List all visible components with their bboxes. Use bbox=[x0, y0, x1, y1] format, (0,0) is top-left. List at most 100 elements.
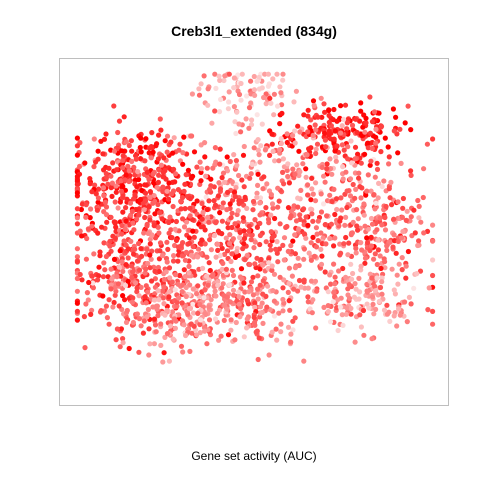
data-point bbox=[353, 116, 359, 122]
data-point bbox=[367, 130, 373, 136]
data-point bbox=[327, 272, 333, 278]
data-point bbox=[198, 166, 205, 172]
data-point bbox=[129, 275, 135, 281]
data-point bbox=[219, 205, 225, 211]
data-point bbox=[358, 108, 364, 114]
data-point bbox=[313, 180, 319, 186]
data-point bbox=[357, 289, 363, 295]
data-point bbox=[248, 122, 255, 128]
data-point bbox=[280, 77, 286, 83]
data-point bbox=[324, 161, 330, 167]
data-point bbox=[345, 252, 351, 258]
data-point bbox=[79, 201, 85, 207]
data-point bbox=[255, 171, 261, 177]
data-point bbox=[103, 171, 109, 177]
data-point bbox=[176, 295, 182, 301]
data-point bbox=[268, 100, 274, 106]
data-point bbox=[221, 293, 227, 299]
data-point bbox=[315, 114, 321, 120]
data-point bbox=[236, 289, 242, 295]
data-point bbox=[366, 305, 372, 311]
data-point bbox=[212, 71, 218, 77]
data-point bbox=[339, 207, 345, 213]
data-point bbox=[160, 295, 166, 301]
data-point bbox=[253, 329, 259, 335]
data-point bbox=[201, 295, 207, 301]
data-point bbox=[138, 135, 144, 141]
data-point bbox=[118, 188, 125, 194]
data-point bbox=[372, 288, 379, 294]
data-point bbox=[315, 218, 321, 224]
data-point bbox=[355, 227, 361, 233]
data-point bbox=[154, 141, 160, 147]
data-point bbox=[352, 281, 358, 287]
data-point bbox=[369, 336, 375, 342]
data-point bbox=[285, 205, 292, 211]
data-point bbox=[265, 71, 271, 77]
data-point bbox=[309, 211, 315, 217]
data-point bbox=[353, 186, 359, 192]
data-point bbox=[322, 179, 328, 185]
data-point bbox=[123, 218, 129, 224]
data-point bbox=[268, 229, 274, 235]
data-point bbox=[391, 216, 397, 222]
data-point bbox=[195, 283, 201, 289]
data-point bbox=[257, 232, 263, 239]
data-point bbox=[171, 316, 177, 322]
data-point bbox=[365, 172, 371, 178]
data-point bbox=[252, 217, 258, 223]
data-point bbox=[148, 155, 154, 161]
data-point bbox=[418, 219, 424, 225]
data-point bbox=[333, 158, 339, 164]
data-point bbox=[207, 237, 213, 243]
data-point bbox=[187, 205, 193, 211]
data-point bbox=[217, 252, 223, 259]
data-point bbox=[324, 213, 330, 219]
data-point bbox=[269, 263, 275, 269]
data-point bbox=[188, 133, 194, 139]
data-point bbox=[236, 172, 242, 179]
data-point bbox=[256, 152, 262, 158]
data-point bbox=[227, 282, 233, 288]
data-point bbox=[369, 119, 376, 125]
data-point bbox=[290, 166, 296, 172]
data-point bbox=[332, 235, 338, 241]
data-point bbox=[199, 237, 205, 243]
data-point bbox=[235, 208, 241, 214]
data-point bbox=[88, 311, 94, 317]
data-point bbox=[77, 228, 83, 234]
data-point bbox=[361, 332, 367, 338]
data-point bbox=[166, 219, 172, 225]
data-point bbox=[95, 195, 101, 201]
data-point bbox=[227, 158, 233, 165]
data-point bbox=[408, 172, 414, 178]
data-point bbox=[339, 123, 345, 129]
data-point bbox=[292, 232, 298, 238]
data-point bbox=[333, 196, 340, 202]
data-point bbox=[301, 206, 307, 212]
data-point bbox=[244, 93, 250, 99]
data-point bbox=[74, 221, 80, 227]
data-point bbox=[266, 256, 272, 262]
data-point bbox=[412, 230, 418, 236]
data-point bbox=[334, 143, 340, 149]
data-point bbox=[337, 241, 343, 247]
data-point bbox=[177, 272, 183, 279]
data-point bbox=[175, 252, 182, 258]
data-point bbox=[238, 129, 244, 135]
data-point bbox=[100, 274, 106, 280]
data-point bbox=[225, 189, 231, 195]
data-point bbox=[271, 298, 277, 304]
data-point bbox=[281, 257, 287, 263]
data-point bbox=[293, 218, 300, 224]
data-point bbox=[211, 232, 218, 239]
data-point bbox=[349, 160, 355, 166]
data-point bbox=[354, 207, 360, 213]
data-point bbox=[107, 238, 113, 244]
data-point bbox=[113, 183, 119, 189]
data-point bbox=[198, 169, 204, 175]
data-point bbox=[371, 311, 377, 317]
data-point bbox=[290, 327, 296, 333]
data-point bbox=[178, 343, 185, 349]
data-point bbox=[312, 278, 319, 284]
